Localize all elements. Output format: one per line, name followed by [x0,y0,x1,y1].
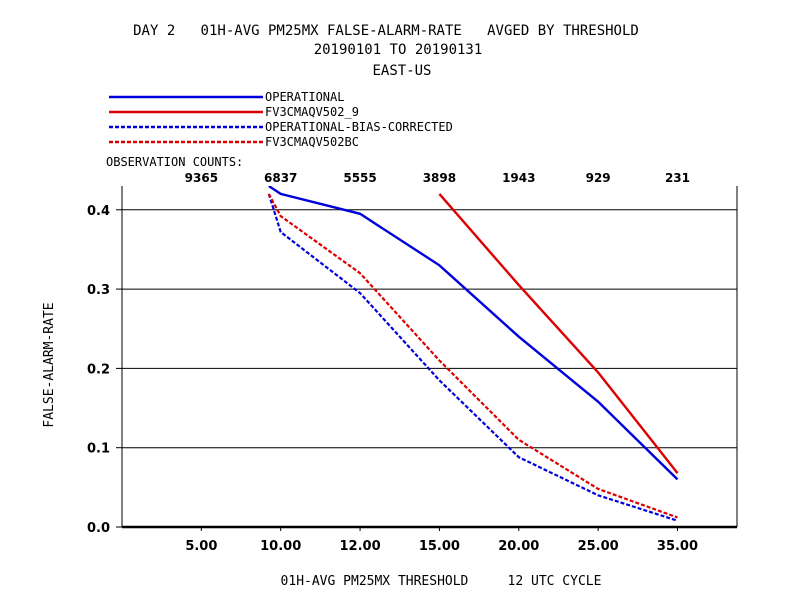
y-tick-labels: 0.0 0.1 0.2 0.3 0.4 [87,204,110,536]
y-tick-label: 0.2 [87,362,110,377]
observation-counts: 9365 6837 5555 3898 1943 929 231 [185,171,690,185]
series-line-3 [267,193,678,522]
x-tick-label: 35.00 [657,539,698,554]
observation-counts-label: OBSERVATION COUNTS: [106,155,243,169]
chart-region: EAST-US [372,63,431,79]
observation-count: 231 [665,171,690,185]
observation-count: 6837 [264,171,297,185]
observation-count: 5555 [343,171,376,185]
series-group [267,186,679,522]
x-axis-label: 01H-AVG PM25MX THRESHOLD 12 UTC CYCLE [281,574,602,589]
y-axis-label: FALSE-ALARM-RATE [42,302,57,427]
x-tick-label: 15.00 [419,539,460,554]
legend-label: OPERATIONAL-BIAS-CORRECTED [265,120,453,134]
x-tick-labels: 5.00 10.00 12.00 15.00 20.00 25.00 35.00 [185,539,698,554]
legend-label: OPERATIONAL [265,90,344,104]
x-tick-label: 12.00 [340,539,381,554]
x-tick-label: 10.00 [260,539,301,554]
chart-title: DAY 2 01H-AVG PM25MX FALSE-ALARM-RATE AV… [133,23,639,39]
grid [122,209,737,449]
observation-count: 1943 [502,171,535,185]
x-tick-label: 5.00 [185,539,217,554]
observation-count: 929 [586,171,611,185]
observation-count: 3898 [423,171,456,185]
y-tick-label: 0.4 [87,204,110,219]
series-line-4 [267,193,678,519]
observation-count: 9365 [185,171,218,185]
y-tick-label: 0.0 [87,521,110,536]
legend: OPERATIONALFV3CMAQV502_9OPERATIONAL-BIAS… [109,90,453,149]
x-tick-label: 25.00 [578,539,619,554]
axes [116,186,738,531]
legend-label: FV3CMAQV502_9 [265,105,359,119]
chart-subtitle: 20190101 TO 20190131 [314,42,483,58]
x-tick-label: 20.00 [498,539,539,554]
series-line-2 [438,193,679,474]
y-tick-label: 0.1 [87,442,110,457]
y-tick-label: 0.3 [87,283,110,298]
series-line-1 [268,186,679,481]
legend-label: FV3CMAQV502BC [265,135,359,149]
